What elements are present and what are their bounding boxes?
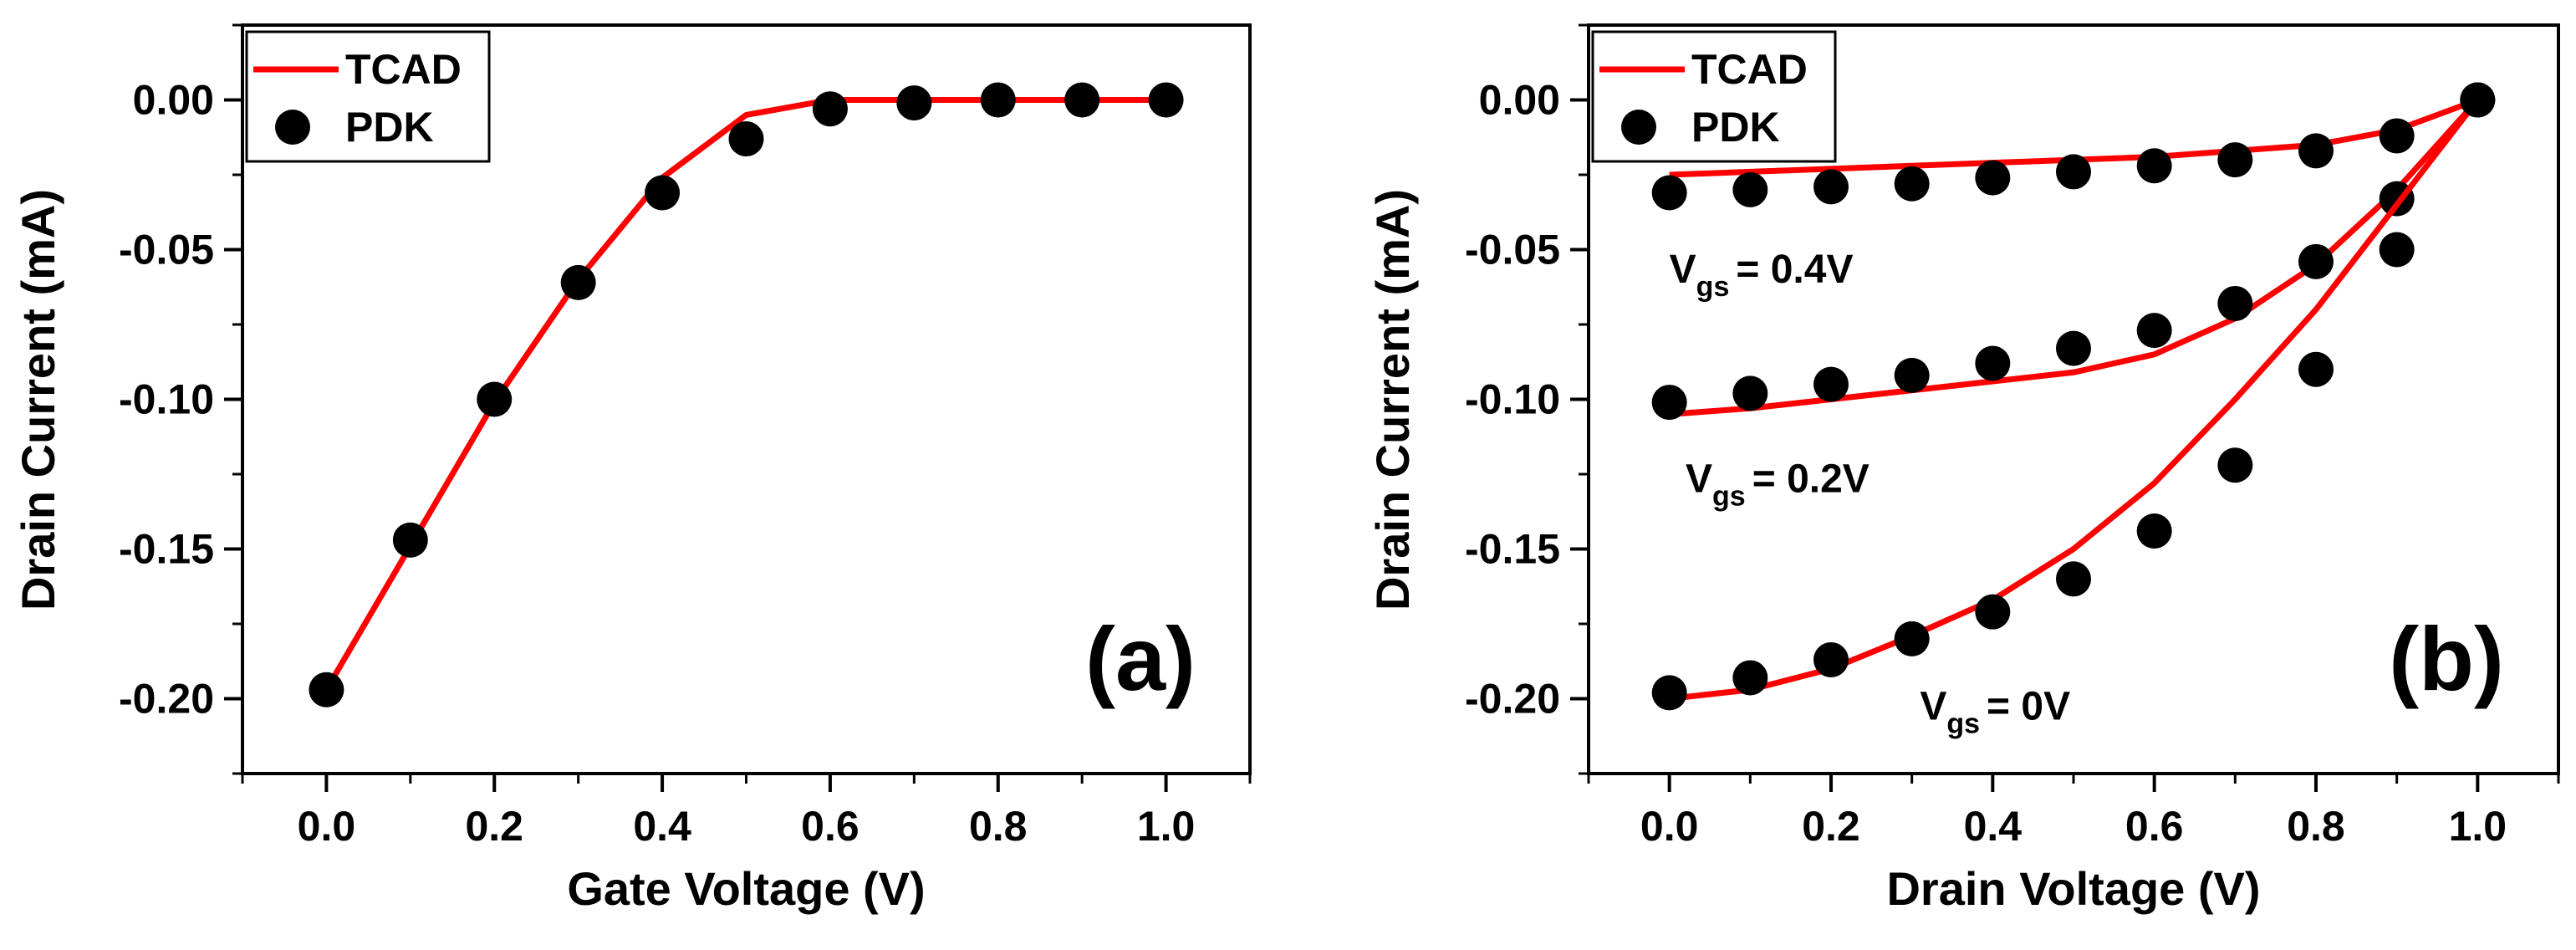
y-tick-label: -0.20 <box>119 676 214 723</box>
data-point-pdk <box>1975 594 2011 630</box>
data-point-pdk <box>392 522 428 558</box>
x-axis-label: Drain Voltage (V) <box>1886 862 2260 915</box>
x-tick-label: 0.4 <box>1964 803 2023 850</box>
data-point-pdk <box>2379 118 2415 154</box>
annotation-main: V <box>1920 685 1946 729</box>
data-point-pdk <box>1148 82 1184 118</box>
data-point-pdk <box>2298 133 2334 169</box>
annotation-subscript: gs <box>1946 708 1980 740</box>
data-point-pdk <box>2136 148 2172 184</box>
series-line-tcad <box>1669 98 2480 417</box>
x-tick-label: 0.0 <box>298 803 356 850</box>
vgs-annotation: Vgs = 0.2V <box>1686 457 1870 512</box>
x-tick-label: 0.2 <box>465 803 523 850</box>
data-point-pdk <box>728 121 764 157</box>
legend-label-pdk: PDK <box>1691 104 1780 151</box>
x-tick-label: 0.8 <box>2287 803 2345 850</box>
annotation-main: V <box>1686 457 1712 501</box>
data-point-pdk <box>477 381 513 417</box>
vgs-annotation: Vgs = 0.4V <box>1670 248 1854 303</box>
data-point-pdk <box>2379 232 2415 268</box>
data-point-pdk <box>309 672 344 707</box>
y-tick-label: -0.10 <box>119 376 214 423</box>
data-point-pdk <box>980 82 1016 118</box>
data-point-pdk <box>1732 375 1768 411</box>
x-tick-label: 0.6 <box>2125 803 2184 850</box>
legend-label-pdk: PDK <box>345 104 434 151</box>
x-tick-label: 0.8 <box>969 803 1028 850</box>
data-point-pdk <box>2136 513 2172 549</box>
y-tick-label: 0.00 <box>1479 77 1560 124</box>
data-point-pdk <box>1732 171 1768 207</box>
x-tick-label: 1.0 <box>1137 803 1196 850</box>
data-point-pdk <box>2136 313 2172 349</box>
y-axis-label: Drain Current (mA) <box>1366 189 1419 610</box>
data-point-pdk <box>1064 82 1100 118</box>
annotation-value: = 0V <box>1987 685 2070 729</box>
data-point-pdk <box>1975 160 2011 196</box>
x-axis-label: Gate Voltage (V) <box>567 862 925 915</box>
data-point-pdk <box>1651 385 1687 421</box>
data-point-pdk <box>1813 169 1849 205</box>
series-line-tcad <box>1669 98 2481 702</box>
data-point-pdk <box>2217 285 2253 321</box>
y-axis-label: Drain Current (mA) <box>12 189 64 610</box>
legend-label-tcad: TCAD <box>345 46 462 93</box>
chart-panel-0: 0.0 0.2 0.4 0.6 0.8 1.0 0.00 -0.05 -0.10 -0.15 -0.… <box>12 23 1252 915</box>
data-point-pdk <box>2217 142 2253 178</box>
data-point-pdk <box>2460 82 2496 118</box>
annotation-subscript: gs <box>1696 271 1730 303</box>
data-point-pdk <box>812 91 848 127</box>
legend-marker-swatch <box>275 110 310 145</box>
annotation-value: = 0.2V <box>1752 457 1870 501</box>
panel-label: (b) <box>2389 608 2504 709</box>
data-point-pdk <box>2056 154 2091 190</box>
data-point-pdk <box>1651 175 1687 211</box>
data-point-pdk <box>1732 660 1768 696</box>
data-point-pdk <box>560 264 596 300</box>
data-point-pdk <box>2298 351 2334 387</box>
series-line-tcad <box>324 97 1166 692</box>
annotation-subscript: gs <box>1712 480 1746 512</box>
y-tick-label: -0.20 <box>1465 676 1560 723</box>
annotation-value: = 0.4V <box>1736 248 1853 292</box>
y-tick-label: -0.15 <box>119 526 214 573</box>
x-tick-label: 1.0 <box>2449 803 2507 850</box>
x-tick-label: 0.6 <box>801 803 860 850</box>
chart-panel-1: 0.0 0.2 0.4 0.6 0.8 1.0 0.00 -0.05 -0.10 -0.15 -0.… <box>1366 23 2560 915</box>
x-tick-label: 0.4 <box>633 803 691 850</box>
x-tick-label: 0.2 <box>1802 803 1860 850</box>
y-tick-label: 0.00 <box>133 77 214 124</box>
data-point-pdk <box>1894 621 1930 656</box>
data-point-pdk <box>1975 345 2011 381</box>
data-point-pdk <box>1894 357 1930 393</box>
data-point-pdk <box>1651 675 1687 711</box>
x-tick-label: 0.0 <box>1640 803 1699 850</box>
data-point-pdk <box>645 175 681 211</box>
y-tick-label: -0.10 <box>1465 376 1560 423</box>
y-tick-label: -0.15 <box>1465 526 1560 573</box>
data-point-pdk <box>2056 330 2091 366</box>
y-tick-label: -0.05 <box>1465 227 1560 273</box>
vgs-annotation: Vgs = 0V <box>1920 685 2070 740</box>
annotation-main: V <box>1670 248 1696 292</box>
data-point-pdk <box>2217 447 2253 483</box>
data-point-pdk <box>1813 366 1849 402</box>
data-point-pdk <box>2056 561 2091 597</box>
panel-label: (a) <box>1085 608 1196 709</box>
data-point-pdk <box>2298 243 2334 279</box>
data-point-pdk <box>896 85 932 121</box>
data-point-pdk <box>1894 166 1930 202</box>
legend-label-tcad: TCAD <box>1691 46 1808 93</box>
y-tick-label: -0.05 <box>119 227 214 273</box>
data-point-pdk <box>1813 641 1849 677</box>
legend-marker-swatch <box>1621 110 1656 145</box>
